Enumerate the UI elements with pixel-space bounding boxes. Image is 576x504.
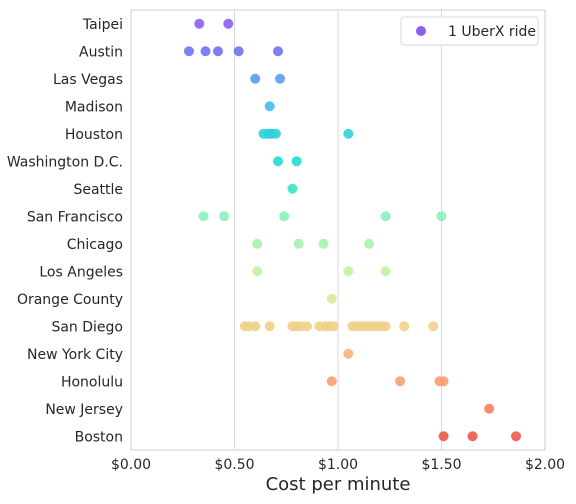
legend-marker (416, 26, 426, 36)
data-point (194, 18, 205, 29)
y-tick-label: Houston (65, 127, 123, 143)
data-point (272, 46, 283, 57)
data-point (212, 46, 223, 57)
y-tick-label: Orange County (17, 292, 123, 308)
y-tick-label: Los Angeles (39, 264, 123, 280)
x-tick-label: $1.50 (421, 457, 461, 473)
data-point (264, 101, 275, 112)
data-points (183, 18, 522, 442)
data-point (272, 156, 283, 167)
data-point (326, 376, 337, 387)
data-point (326, 293, 337, 304)
data-point (467, 431, 478, 442)
data-point (328, 321, 339, 332)
data-point (395, 376, 406, 387)
data-point (252, 266, 263, 277)
y-tick-label: Austin (79, 44, 123, 60)
data-point (293, 238, 304, 249)
data-point (343, 266, 354, 277)
data-point (183, 46, 194, 57)
legend: 1 UberX ride (400, 16, 539, 46)
data-point (200, 46, 211, 57)
data-point (380, 266, 391, 277)
y-tick-labels: Taipei Austin Las Vegas Madison Houston Washi… (7, 17, 123, 446)
data-point (436, 211, 447, 222)
data-point (250, 73, 261, 84)
y-tick-label: Honolulu (61, 374, 123, 390)
data-point (484, 403, 495, 414)
x-tick-label: $1.00 (318, 457, 358, 473)
y-tick-label: New York City (27, 347, 123, 363)
data-point (250, 321, 261, 332)
y-tick-label: Washington D.C. (7, 154, 123, 170)
data-point (428, 321, 439, 332)
data-point (511, 431, 522, 442)
data-point (219, 211, 230, 222)
data-point (252, 238, 263, 249)
data-point (380, 211, 391, 222)
data-point (380, 321, 391, 332)
y-tick-label: San Francisco (27, 209, 123, 225)
data-point (287, 183, 298, 194)
y-tick-label: San Diego (51, 319, 123, 335)
data-point (223, 18, 234, 29)
data-point (399, 321, 410, 332)
legend-box (400, 16, 539, 46)
data-point (438, 431, 449, 442)
y-tick-label: Seattle (73, 182, 123, 198)
y-tick-label: New Jersey (45, 402, 123, 418)
x-axis-title: Cost per minute (266, 474, 411, 495)
y-tick-label: Las Vegas (53, 72, 123, 88)
y-tick-label: Taipei (82, 17, 123, 33)
data-point (270, 128, 281, 139)
data-point (318, 238, 329, 249)
data-point (264, 321, 275, 332)
data-point (301, 321, 312, 332)
x-tick-labels: $0.00 $0.50 $1.00 $1.50 $2.00 (111, 457, 565, 473)
data-point (233, 46, 244, 57)
x-tick-label: $2.00 (525, 457, 565, 473)
data-point (275, 73, 286, 84)
x-tick-label: $0.50 (214, 457, 254, 473)
data-point (364, 238, 375, 249)
y-tick-label: Boston (75, 429, 123, 445)
y-tick-label: Madison (65, 99, 123, 115)
legend-label: 1 UberX ride (448, 24, 536, 40)
data-point (343, 348, 354, 359)
data-point (291, 156, 302, 167)
data-point (198, 211, 209, 222)
x-tick-label: $0.00 (111, 457, 151, 473)
data-point (279, 211, 290, 222)
grid-lines (234, 10, 442, 450)
data-point (438, 376, 449, 387)
y-tick-label: Chicago (67, 237, 123, 253)
data-point (343, 128, 354, 139)
